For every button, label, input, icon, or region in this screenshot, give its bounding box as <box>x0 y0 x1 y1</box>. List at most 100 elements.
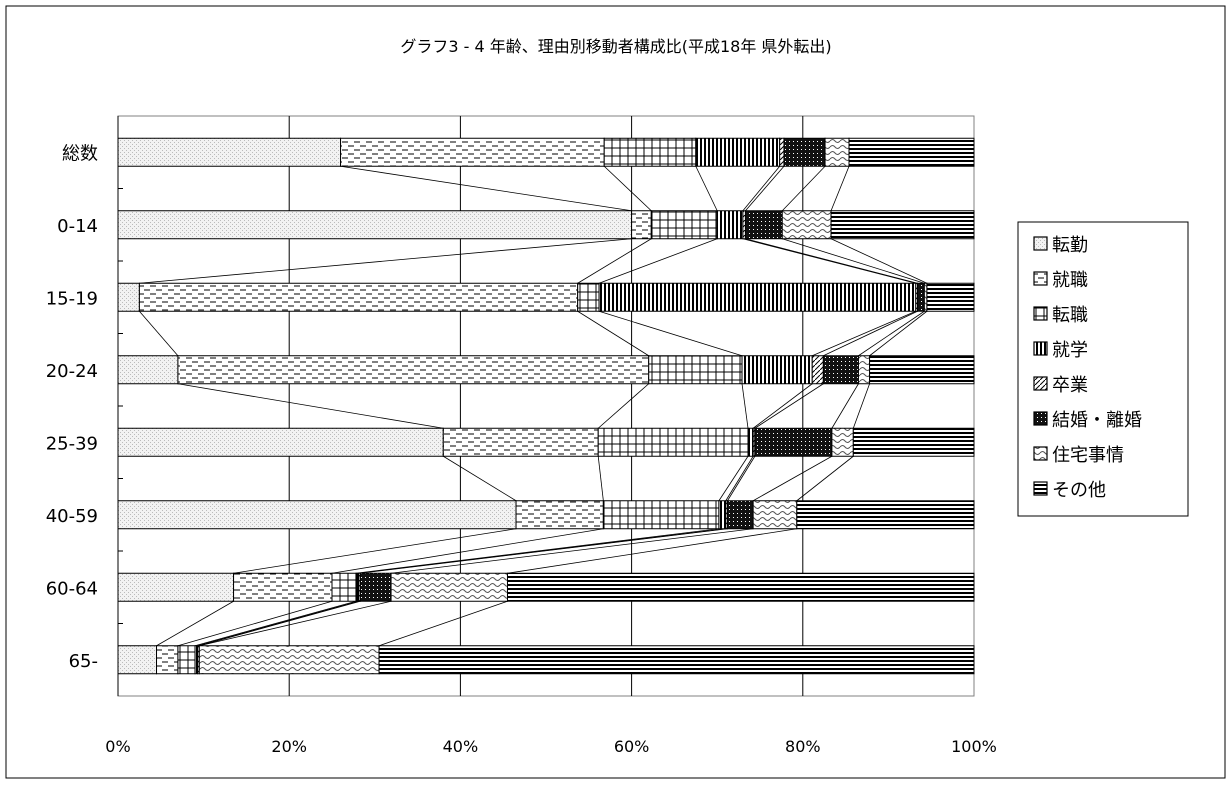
series-line <box>742 165 780 212</box>
bar-segment <box>378 645 975 675</box>
bar-segment <box>744 210 783 240</box>
series-line <box>742 238 916 284</box>
series-line <box>331 528 604 574</box>
series-line <box>823 310 918 357</box>
legend-swatch <box>1033 446 1048 461</box>
series-line <box>752 455 833 502</box>
bar-segment <box>831 427 854 457</box>
category-label: 0-14 <box>57 216 98 237</box>
series-line <box>831 383 859 429</box>
series-line <box>391 528 754 574</box>
bars <box>117 137 975 675</box>
x-tick-label: 40% <box>443 737 479 756</box>
bar-segment <box>648 355 743 385</box>
legend-label: 卒業 <box>1052 375 1088 396</box>
bar-segment <box>598 282 917 312</box>
x-tick-label: 0% <box>105 737 130 756</box>
bar-segment <box>754 427 833 457</box>
category-label: 20-24 <box>46 361 98 382</box>
bar-segment <box>779 137 785 167</box>
bar-segment <box>390 572 508 602</box>
bar-segment <box>926 282 975 312</box>
series-line <box>781 165 826 212</box>
bar-segment <box>752 500 798 530</box>
series-line <box>597 456 604 501</box>
series-line <box>727 456 756 501</box>
series-line <box>754 383 824 429</box>
legend-label: 就学 <box>1052 340 1088 361</box>
category-label: 40-59 <box>46 506 98 527</box>
series-line <box>233 528 517 574</box>
x-tick-labels: 0% 20% 40% 60% 80% 100% <box>105 737 997 756</box>
x-tick-label: 80% <box>785 737 821 756</box>
bar-segment <box>506 572 975 602</box>
legend-swatch <box>1033 481 1048 496</box>
bar-segment <box>442 427 599 457</box>
bar-segment <box>741 355 813 385</box>
series-line <box>745 165 785 212</box>
bar-segment <box>117 210 633 240</box>
legend-label: 就職 <box>1052 270 1088 291</box>
plot-area <box>117 115 975 697</box>
bar-segment <box>117 427 444 457</box>
legend-label: 結婚・離婚 <box>1052 410 1142 431</box>
bar-segment <box>156 645 179 675</box>
chart-title: グラフ3 - 4 年齢、理由別移動者構成比(平成18年 県外転出) <box>400 37 831 56</box>
bar-segment <box>631 210 652 240</box>
bar-segment <box>117 500 517 530</box>
bar-segment <box>857 355 871 385</box>
bar-segment <box>359 572 392 602</box>
series-line <box>598 238 718 284</box>
series-line <box>603 165 652 212</box>
series-line <box>360 528 728 574</box>
series-line <box>577 238 652 284</box>
x-tick-label: 20% <box>271 737 307 756</box>
series-line <box>577 310 649 357</box>
series-line <box>139 238 632 284</box>
series-line <box>741 383 749 429</box>
series-line <box>177 600 333 647</box>
bar-segment <box>597 427 749 457</box>
legend-swatch <box>1033 271 1048 286</box>
bar-segment <box>117 137 342 167</box>
bar-segment <box>811 355 824 385</box>
bar-segment <box>848 137 975 167</box>
series-line <box>139 310 179 357</box>
bar-segment <box>716 210 744 240</box>
category-label: 60-64 <box>46 578 98 599</box>
x-tick-label: 60% <box>614 737 650 756</box>
legend-swatch <box>1033 306 1048 321</box>
legend-label: 住宅事情 <box>1052 445 1124 466</box>
bar-segment <box>917 282 925 312</box>
category-label: 25-39 <box>46 433 98 454</box>
series-line <box>812 310 916 357</box>
series-line <box>695 166 718 211</box>
series-line <box>156 600 234 647</box>
series-line <box>869 310 928 357</box>
legend-swatch <box>1033 411 1048 426</box>
bar-segment <box>602 500 720 530</box>
bar-segment <box>822 355 859 385</box>
series-line <box>782 238 925 284</box>
bar-segment <box>515 500 604 530</box>
category-labels: 総数 0-14 15-19 20-24 25-39 40-59 60-64 65- <box>46 143 98 672</box>
bar-segment <box>747 427 754 457</box>
bar-segment <box>177 645 196 675</box>
category-label: 15-19 <box>46 288 98 309</box>
bar-segment <box>117 572 235 602</box>
bar-segment <box>824 137 850 167</box>
series-line <box>199 600 361 647</box>
category-label: 総数 <box>62 143 98 164</box>
bar-segment <box>695 137 781 167</box>
series-line <box>197 600 359 647</box>
bar-segment <box>650 210 718 240</box>
legend-swatch <box>1033 376 1048 391</box>
bar-segment <box>198 645 380 675</box>
legend-label: その他 <box>1052 480 1106 501</box>
legend-swatch <box>1033 236 1048 251</box>
legend-box <box>1017 221 1189 517</box>
series-line <box>507 528 797 574</box>
